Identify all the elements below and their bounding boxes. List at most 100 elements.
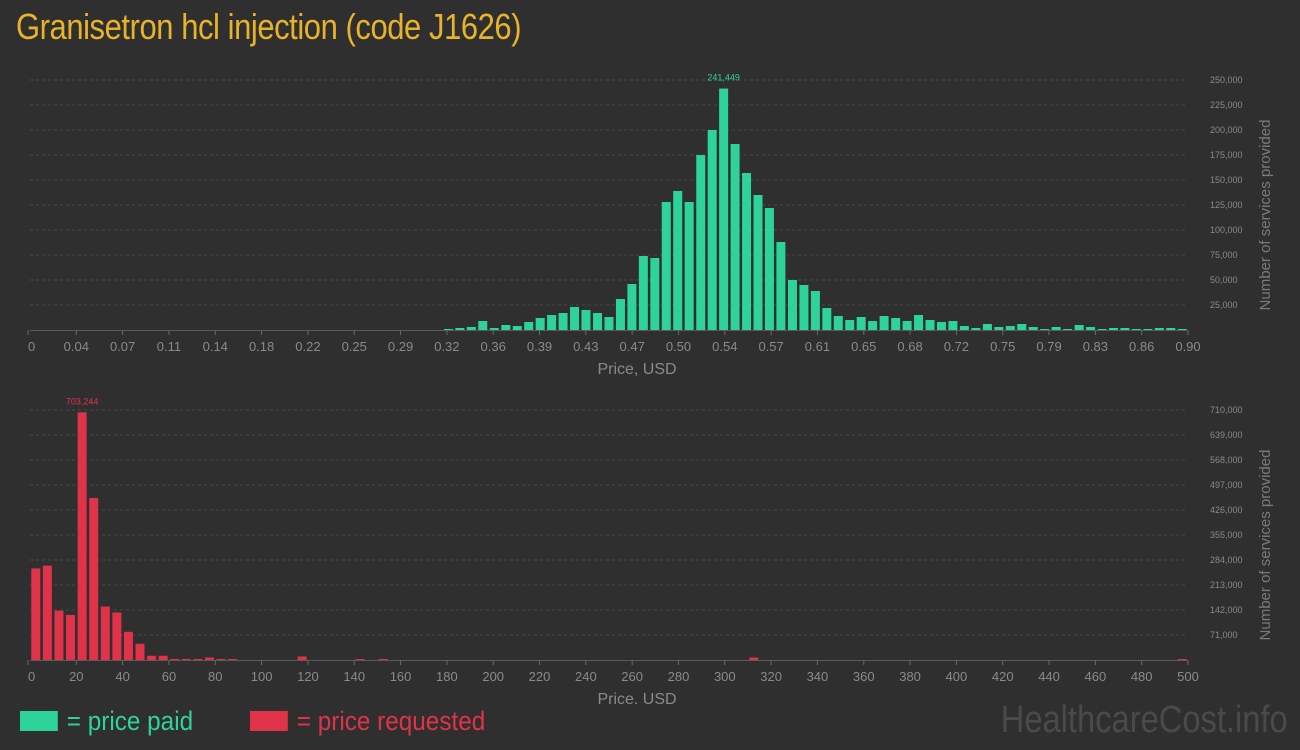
bar xyxy=(742,173,752,330)
legend-swatch-requested xyxy=(250,711,288,731)
bar xyxy=(627,284,637,330)
x-axis-label: Price, USD xyxy=(597,361,676,378)
x-tick-label: 0.39 xyxy=(527,339,552,354)
bar xyxy=(355,659,365,660)
x-tick-label: 340 xyxy=(807,669,829,684)
bar xyxy=(1063,329,1073,330)
bar xyxy=(1040,329,1050,330)
legend-price-paid: = price paid xyxy=(20,704,193,738)
bar xyxy=(822,308,832,330)
x-tick-label: 0.79 xyxy=(1036,339,1061,354)
bar xyxy=(776,242,786,330)
x-tick-label: 0.57 xyxy=(758,339,783,354)
bar xyxy=(123,631,133,660)
y-tick-label: 355,000 xyxy=(1210,530,1243,540)
x-tick-label: 0.90 xyxy=(1175,339,1200,354)
bar xyxy=(833,316,843,330)
bar xyxy=(489,328,499,330)
x-tick-label: 500 xyxy=(1177,669,1199,684)
legend-swatch-paid xyxy=(20,711,58,731)
y-tick-label: 639,000 xyxy=(1210,430,1243,440)
bar xyxy=(799,285,809,330)
bar xyxy=(455,328,465,330)
bar xyxy=(558,313,568,330)
bar xyxy=(89,498,99,660)
bar xyxy=(1154,328,1164,330)
x-tick-label: 0.14 xyxy=(203,339,228,354)
bar xyxy=(971,328,981,330)
bar xyxy=(1017,324,1027,330)
bar xyxy=(158,655,168,660)
bar xyxy=(170,658,180,660)
bar xyxy=(478,321,488,330)
chart-title: Granisetron hcl injection (code J1626) xyxy=(16,6,522,47)
bar xyxy=(730,144,740,330)
y-tick-label: 150,000 xyxy=(1210,175,1243,185)
x-tick-label: 140 xyxy=(343,669,365,684)
x-tick-label: 0.50 xyxy=(666,339,691,354)
bar xyxy=(193,659,203,660)
x-tick-label: 300 xyxy=(714,669,736,684)
bar xyxy=(147,655,157,660)
y-axis-label: Number of services provided xyxy=(1257,120,1274,311)
bar xyxy=(135,643,145,660)
bar xyxy=(925,320,935,330)
x-tick-label: 180 xyxy=(436,669,458,684)
x-tick-label: 380 xyxy=(899,669,921,684)
bar xyxy=(524,322,534,330)
bar xyxy=(77,412,87,660)
y-tick-label: 284,000 xyxy=(1210,555,1243,565)
x-tick-label: 0.36 xyxy=(481,339,506,354)
bar xyxy=(1109,328,1119,330)
bar xyxy=(112,612,122,660)
bar xyxy=(902,321,912,330)
bar xyxy=(673,191,683,330)
bar xyxy=(1131,329,1141,330)
bar xyxy=(1166,328,1176,330)
y-tick-label: 75,000 xyxy=(1210,250,1238,260)
y-tick-label: 568,000 xyxy=(1210,455,1243,465)
watermark: HealthcareCost.info xyxy=(1000,699,1288,741)
y-tick-label: 426,000 xyxy=(1210,505,1243,515)
x-tick-label: 0.22 xyxy=(295,339,320,354)
x-tick-label: 460 xyxy=(1085,669,1107,684)
x-tick-label: 40 xyxy=(115,669,129,684)
x-tick-label: 60 xyxy=(162,669,176,684)
price-requested-chart: 71,000 142,000 213,000 284,000 355,000 426,00… xyxy=(27,396,1274,704)
peak-data-label: 703,244 xyxy=(66,396,99,406)
bar xyxy=(31,568,41,660)
bar xyxy=(604,317,614,330)
bar xyxy=(443,329,453,330)
legend-label-requested: = price requested xyxy=(296,705,486,736)
bar xyxy=(707,130,717,330)
x-tick-label: 0.11 xyxy=(157,339,181,354)
y-tick-label: 497,000 xyxy=(1210,480,1243,490)
bar xyxy=(764,208,774,330)
bar xyxy=(1177,329,1187,330)
bar xyxy=(535,318,545,330)
x-tick-label: 200 xyxy=(482,669,504,684)
x-tick-label: 220 xyxy=(529,669,551,684)
bar xyxy=(100,606,110,660)
bar xyxy=(982,324,992,330)
x-tick-label: 240 xyxy=(575,669,597,684)
bar xyxy=(1177,659,1187,660)
bar xyxy=(512,326,522,330)
y-tick-label: 125,000 xyxy=(1210,200,1243,210)
bar xyxy=(749,657,759,660)
bar xyxy=(891,318,901,330)
bar xyxy=(753,195,763,330)
bar xyxy=(204,657,214,660)
x-tick-label: 120 xyxy=(297,669,319,684)
y-tick-label: 71,000 xyxy=(1210,630,1238,640)
y-tick-label: 175,000 xyxy=(1210,150,1243,160)
x-tick-label: 0.47 xyxy=(620,339,645,354)
x-tick-label: 0.18 xyxy=(249,339,274,354)
bar xyxy=(581,310,591,330)
y-tick-label: 213,000 xyxy=(1210,580,1243,590)
bar xyxy=(42,565,52,660)
peak-data-label: 241,449 xyxy=(707,73,740,83)
bar xyxy=(1120,328,1130,330)
x-tick-label: 0.68 xyxy=(897,339,922,354)
x-tick-label: 20 xyxy=(69,669,83,684)
